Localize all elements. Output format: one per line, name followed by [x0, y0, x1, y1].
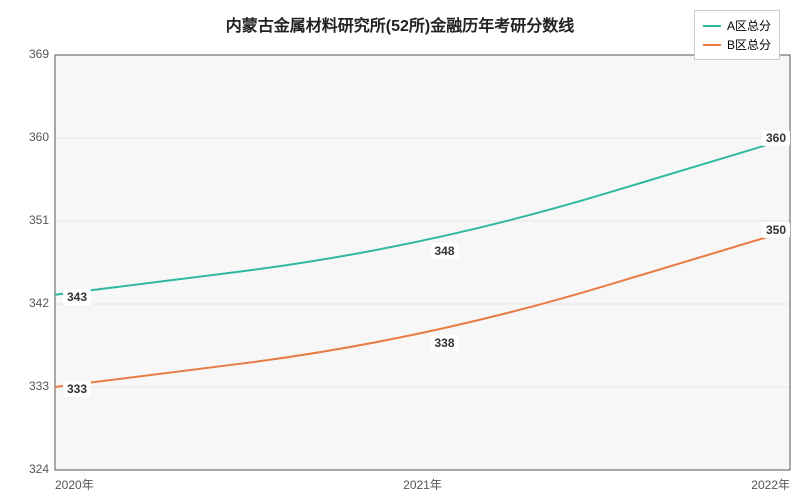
- y-tick-label: 351: [29, 213, 49, 227]
- data-label: 343: [63, 289, 91, 305]
- data-label: 360: [762, 130, 790, 146]
- y-tick-label: 369: [29, 47, 49, 61]
- x-tick-label: 2022年: [751, 476, 790, 493]
- data-label: 348: [430, 243, 458, 259]
- legend-label-b: B区总分: [727, 36, 771, 53]
- x-tick-label: 2021年: [403, 476, 442, 493]
- legend-swatch-a: [703, 25, 721, 27]
- data-label: 350: [762, 222, 790, 238]
- data-label: 333: [63, 381, 91, 397]
- legend-item-a: A区总分: [703, 17, 771, 34]
- y-tick-label: 324: [29, 462, 49, 476]
- y-tick-label: 333: [29, 379, 49, 393]
- y-tick-label: 342: [29, 296, 49, 310]
- y-tick-label: 360: [29, 130, 49, 144]
- data-label: 338: [430, 335, 458, 351]
- legend-swatch-b: [703, 44, 721, 46]
- chart-container: 内蒙古金属材料研究所(52所)金融历年考研分数线 A区总分 B区总分 324 33…: [0, 0, 800, 500]
- chart-title: 内蒙古金属材料研究所(52所)金融历年考研分数线: [0, 12, 800, 36]
- x-tick-label: 2020年: [55, 476, 94, 493]
- legend-item-b: B区总分: [703, 36, 771, 53]
- legend: A区总分 B区总分: [694, 10, 780, 60]
- legend-label-a: A区总分: [727, 17, 771, 34]
- chart-svg: [0, 0, 800, 500]
